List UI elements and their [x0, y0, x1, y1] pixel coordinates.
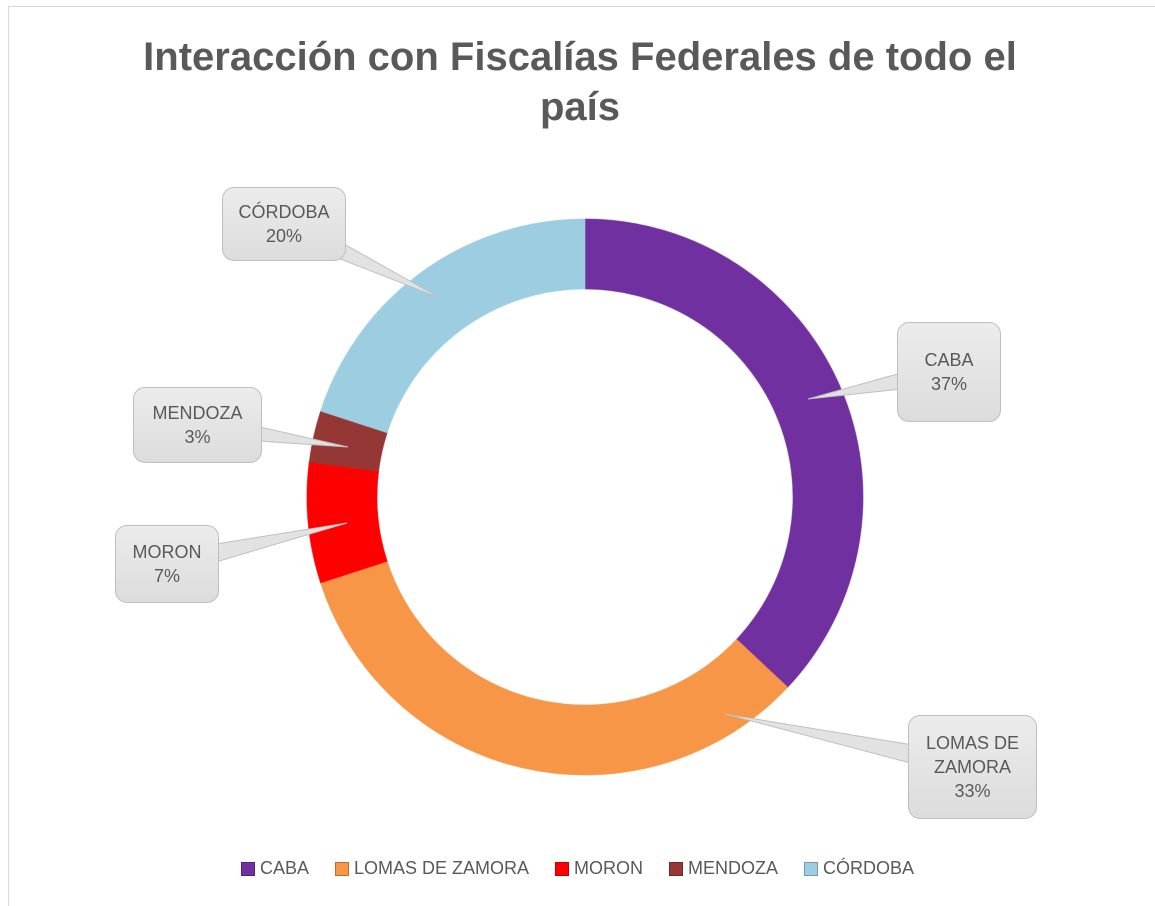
data-label: MORON 7% [115, 525, 219, 603]
legend-swatch [555, 861, 570, 876]
data-label-name: CÓRDOBA [238, 202, 330, 222]
chart-frame [8, 6, 1155, 906]
legend-item: MENDOZA [669, 858, 778, 879]
data-label-value: 37% [930, 374, 968, 394]
data-label-name: MENDOZA [152, 403, 243, 423]
data-label-value: 33% [954, 781, 991, 801]
legend-item: CABA [240, 858, 309, 879]
data-label: MENDOZA 3% [133, 387, 262, 463]
data-label-value: 7% [153, 566, 180, 586]
legend-item: CÓRDOBA [804, 858, 914, 879]
legend-swatch [334, 861, 349, 876]
legend-swatch [669, 861, 684, 876]
legend-label: LOMAS DE ZAMORA [353, 858, 530, 878]
data-label-name: LOMAS DE ZAMORA [925, 733, 1020, 777]
legend-label: CABA [259, 858, 309, 878]
donut-segment [584, 218, 864, 689]
data-label: CÓRDOBA 20% [222, 187, 346, 261]
donut-segment [319, 560, 789, 776]
donut-segment [319, 218, 586, 434]
donut-segment [306, 461, 388, 584]
data-label-value: 20% [265, 226, 303, 246]
data-label-name: MORON [132, 542, 202, 562]
data-label: CABA 37% [897, 322, 1001, 422]
legend-item: LOMAS DE ZAMORA [334, 858, 530, 879]
legend-label: MENDOZA [688, 858, 779, 878]
data-label-name: CABA [924, 350, 974, 370]
legend: CABA LOMAS DE ZAMORA MORON MENDOZA CÓRDOBA [0, 858, 1155, 879]
legend-swatch [804, 861, 819, 876]
data-label-value: 3% [184, 427, 211, 447]
legend-label: CÓRDOBA [823, 858, 915, 878]
legend-swatch [240, 861, 255, 876]
data-label: LOMAS DE ZAMORA 33% [908, 715, 1037, 819]
legend-label: MORON [574, 858, 644, 878]
legend-item: MORON [555, 858, 643, 879]
chart-title: Interacción con Fiscalías Federales de t… [143, 35, 1017, 129]
